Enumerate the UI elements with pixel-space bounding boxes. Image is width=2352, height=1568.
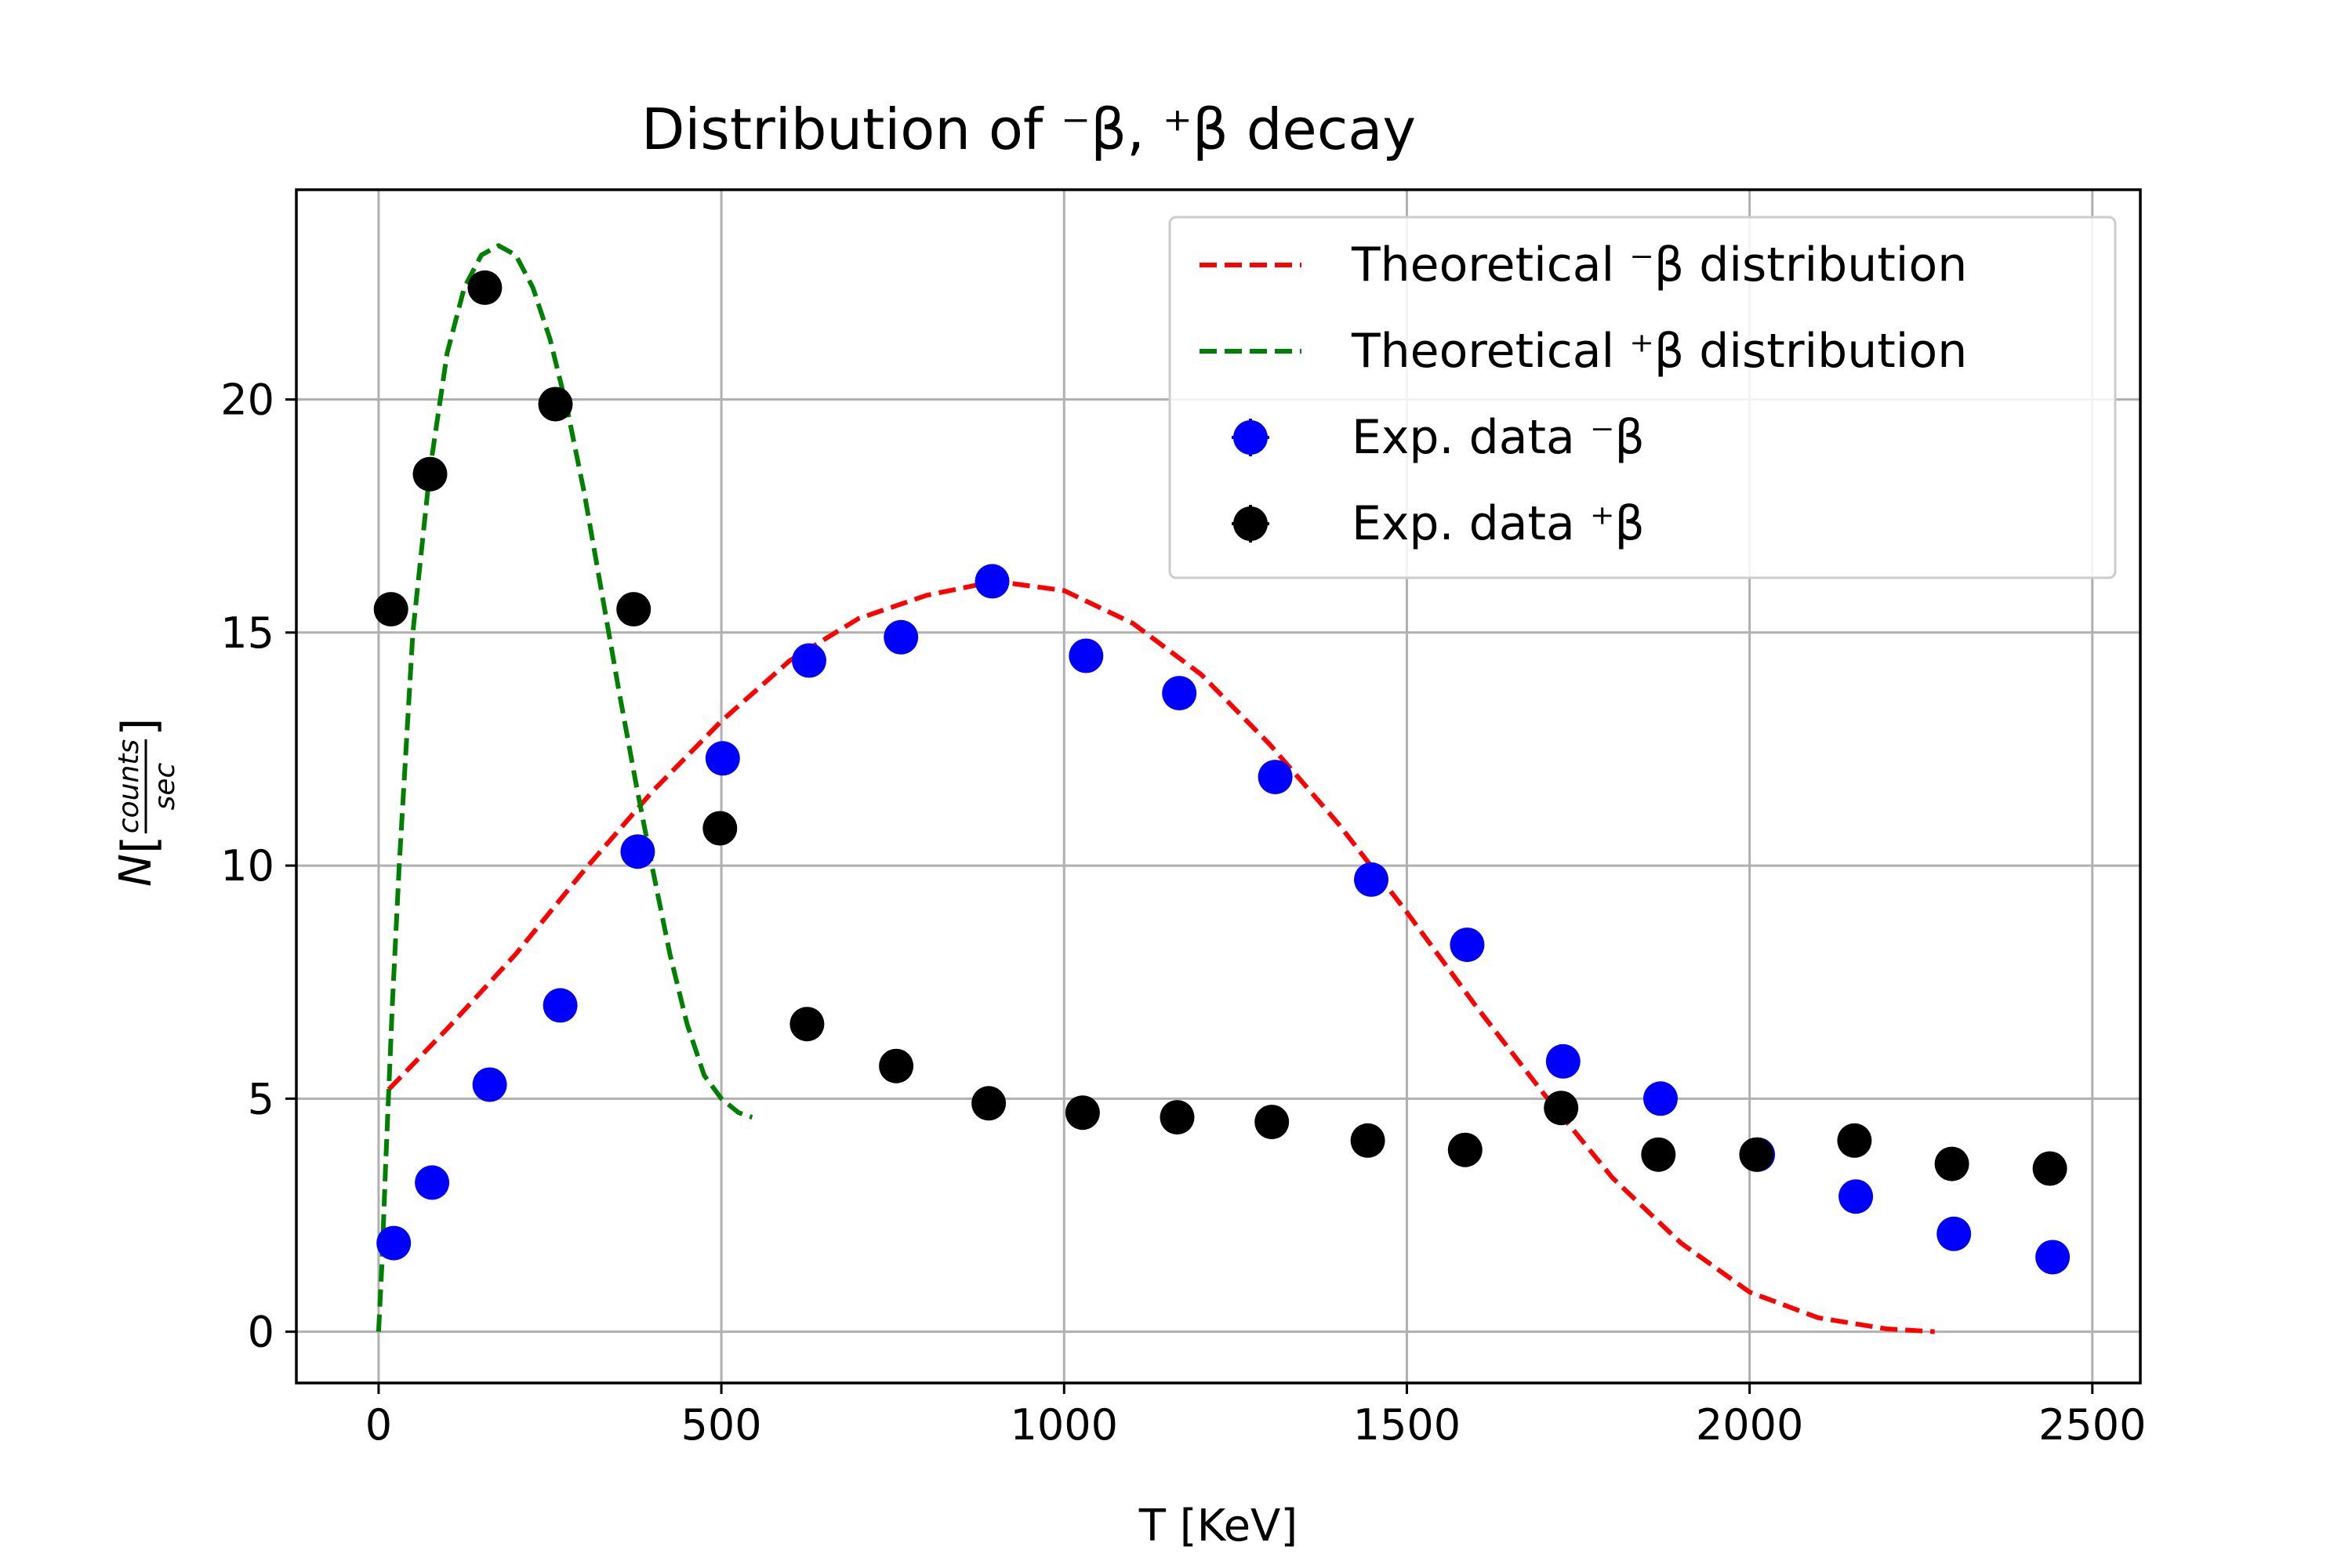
data-point-series-3 — [1447, 1132, 1483, 1167]
data-point-series-3 — [879, 1048, 914, 1083]
data-point-series-3 — [2032, 1151, 2067, 1186]
data-point-series-3 — [1160, 1100, 1195, 1135]
y-tick-label: 10 — [220, 841, 274, 891]
y-axis-ticks: 0 5 10 15 20 — [220, 376, 296, 1357]
data-point-series-3 — [1544, 1091, 1579, 1126]
y-tick-label: 5 — [248, 1074, 274, 1123]
plot-frame — [295, 188, 2142, 1385]
data-point-series-3 — [1350, 1123, 1385, 1158]
data-point-series-3 — [467, 270, 503, 305]
data-point-series-2 — [1354, 862, 1388, 897]
data-point-series-3 — [971, 1086, 1007, 1121]
data-point-series-3 — [616, 592, 652, 627]
data-point-series-3 — [1254, 1105, 1290, 1140]
y-tick-label: 0 — [248, 1308, 274, 1357]
data-point-series-2 — [1450, 927, 1485, 963]
data-point-series-2 — [376, 1225, 412, 1261]
legend-entry-label: Exp. data ⁻β — [1352, 410, 1645, 465]
y-axis-label-denominator: sec — [149, 762, 181, 810]
y-axis-label-numerator: counts — [113, 739, 145, 833]
y-tick-label: 15 — [220, 608, 274, 658]
y-axis-label-bracket-close: ] — [112, 718, 167, 736]
data-point-series-2 — [415, 1165, 450, 1200]
data-point-series-3 — [373, 592, 408, 627]
legend-box — [1168, 216, 2117, 579]
data-point-series-3 — [538, 387, 573, 422]
y-axis-label-prefix: N — [111, 854, 162, 887]
legend-entry-label: Theoretical ⁺β distribution — [1351, 324, 1967, 379]
legend-entry-label: Theoretical ⁻β distribution — [1351, 238, 1967, 292]
data-point-series-2 — [1643, 1081, 1678, 1116]
legend-swatch-marker — [1233, 420, 1268, 455]
data-point-series-3 — [1837, 1123, 1872, 1158]
legend-swatch-marker — [1233, 506, 1268, 541]
data-point-series-3 — [1641, 1137, 1676, 1172]
x-tick-label: 1000 — [1011, 1400, 1118, 1450]
data-point-series-3 — [1065, 1095, 1100, 1131]
plot-series — [373, 243, 2071, 1334]
legend-entry-label: Exp. data ⁺β — [1352, 496, 1645, 551]
data-point-series-2 — [1838, 1179, 1874, 1214]
data-point-series-2 — [975, 564, 1010, 599]
data-point-series-3 — [789, 1007, 825, 1042]
x-tick-label: 1500 — [1353, 1400, 1461, 1450]
y-axis-label-bracket-open: [ — [112, 836, 167, 854]
data-point-series-2 — [472, 1067, 507, 1102]
data-point-series-2 — [543, 988, 578, 1023]
data-point-series-3 — [702, 811, 738, 846]
data-point-series-2 — [1545, 1044, 1581, 1079]
x-tick-label: 0 — [365, 1400, 392, 1450]
data-point-series-3 — [1934, 1146, 1969, 1181]
data-point-series-2 — [1936, 1216, 1972, 1251]
data-point-series-2 — [1258, 760, 1293, 795]
y-axis-label: N [ counts sec ] — [111, 718, 181, 887]
legend: Theoretical ⁻β distribution Theoretical ⁺… — [1168, 216, 2117, 579]
data-point-series-2 — [884, 619, 919, 655]
x-tick-label: 2000 — [1696, 1400, 1803, 1450]
data-point-series-2 — [1069, 638, 1104, 673]
y-tick-label: 20 — [220, 376, 274, 425]
data-point-series-2 — [705, 741, 740, 776]
data-point-series-2 — [792, 643, 826, 678]
chart-title: Distribution of ⁻β, ⁺β decay — [641, 96, 1416, 162]
series-line-1 — [376, 243, 753, 1332]
x-axis-label: T [KeV] — [1138, 1501, 1298, 1552]
data-point-series-2 — [620, 834, 655, 869]
x-tick-label: 500 — [681, 1400, 762, 1450]
x-tick-label: 2500 — [2038, 1400, 2146, 1450]
data-point-series-2 — [2035, 1240, 2071, 1275]
data-point-series-3 — [412, 456, 448, 492]
data-point-series-2 — [1162, 676, 1197, 711]
x-axis-ticks: 0 500 1000 1500 2000 2500 — [365, 1383, 2147, 1450]
data-point-series-3 — [1739, 1137, 1774, 1172]
